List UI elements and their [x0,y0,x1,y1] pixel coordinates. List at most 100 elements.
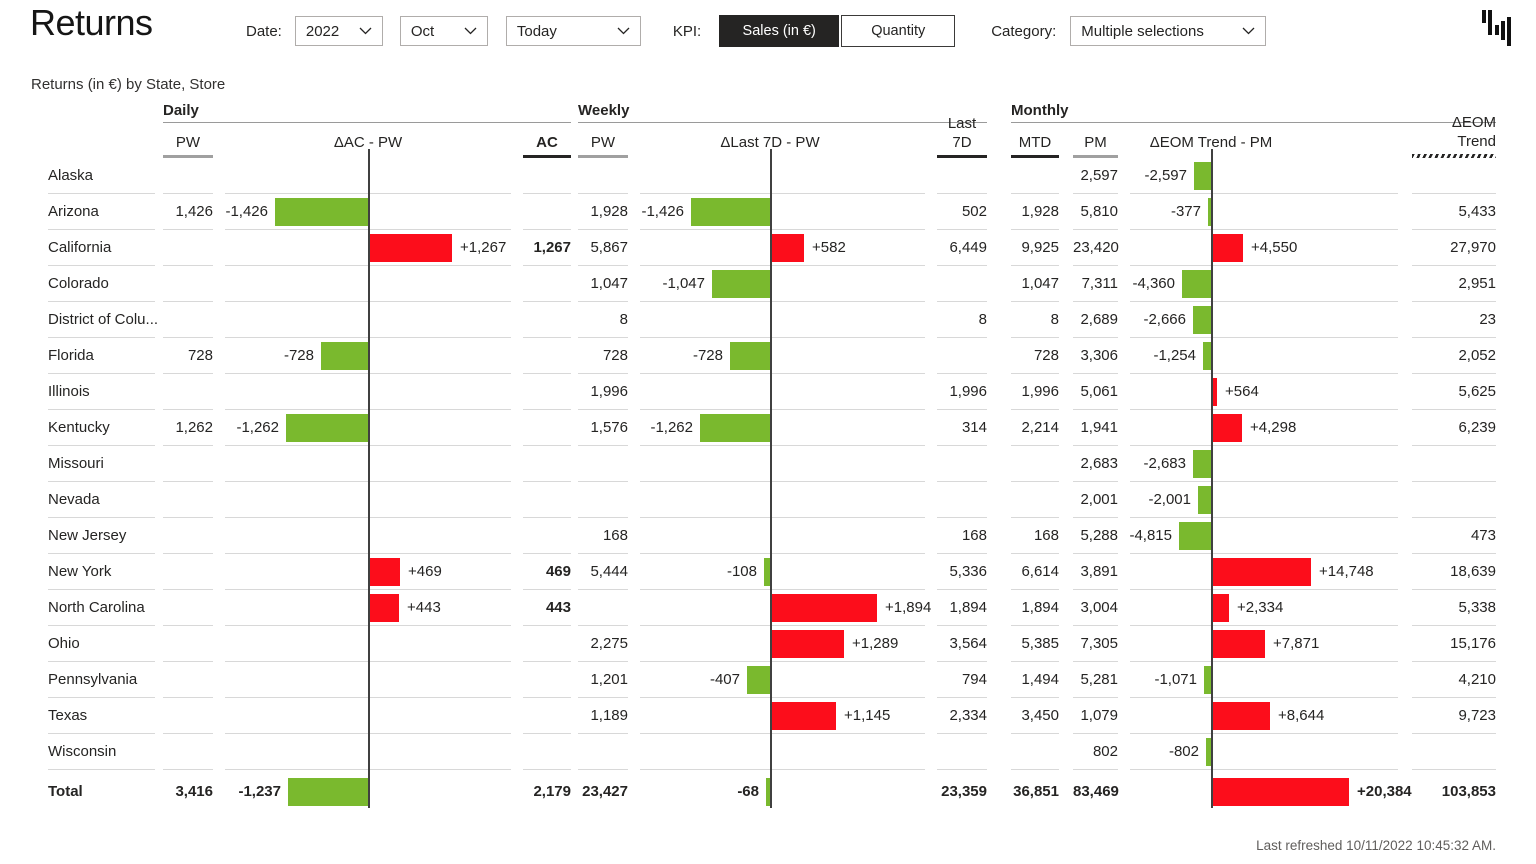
delta-bar[interactable] [275,198,368,226]
delta-chart-cell [640,481,925,518]
value-cell: 9,925 [1011,230,1059,266]
delta-chart-cell: -2,001 [1130,481,1398,518]
year-dropdown[interactable]: 2022 [294,16,383,46]
kpi-quantity-button[interactable]: Quantity [841,15,956,47]
baseline-axis [368,337,370,374]
value-cell: 15,176 [1412,626,1496,662]
value-cell: 6,449 [937,230,987,266]
value-cell: 18,639 [1412,554,1496,590]
delta-value-label: +4,550 [1251,239,1298,256]
delta-chart-cell: -377 [1130,193,1398,230]
value-cell: 5,625 [1412,374,1496,410]
delta-bar[interactable] [370,558,400,586]
delta-bar[interactable] [1198,486,1211,514]
delta-bar[interactable] [1204,666,1211,694]
value-cell: 794 [937,662,987,698]
delta-bar[interactable] [772,594,877,622]
delta-bar[interactable] [370,234,452,262]
column-header-weekly-pw: PW [578,133,628,158]
delta-chart-cell [225,625,511,662]
delta-bar[interactable] [1206,738,1211,766]
delta-bar[interactable] [1213,702,1270,730]
baseline-axis [770,589,772,626]
table-row: Colorado 1,047 -1,047 1,047 7,311 -4,360 2,951 [48,265,1536,302]
delta-value-label: +1,145 [844,707,891,724]
delta-chart-cell [225,481,511,518]
delta-bar[interactable] [764,558,770,586]
baseline-axis [1211,373,1213,410]
baseline-axis [368,589,370,626]
value-cell: 3,450 [1011,698,1059,734]
row-label: California [48,230,155,266]
delta-bar[interactable] [321,342,368,370]
delta-bar[interactable] [747,666,770,694]
delta-bar[interactable] [700,414,770,442]
baseline-axis [770,553,772,590]
delta-bar[interactable] [1213,378,1217,406]
table-body: Alaska 2,597 -2,597 Arizona 1,426 -1,426 1,928… [48,157,1536,814]
delta-bar[interactable] [370,594,399,622]
baseline-axis [770,373,772,410]
value-cell: 1,928 [578,194,628,230]
delta-bar[interactable] [1193,306,1211,334]
delta-bar[interactable] [691,198,770,226]
delta-value-label: -1,237 [238,783,281,800]
value-cell [937,734,987,770]
chevron-down-icon [1242,27,1255,35]
delta-bar[interactable] [1213,234,1243,262]
delta-bar[interactable] [1182,270,1211,298]
delta-bar[interactable] [766,778,770,806]
delta-bar[interactable] [1213,414,1242,442]
delta-bar[interactable] [1203,342,1211,370]
kpi-sales-button[interactable]: Sales (in €) [719,15,840,47]
delta-bar[interactable] [772,234,804,262]
delta-chart-cell: -1,071 [1130,661,1398,698]
table-row: Florida 728 -728 728 -728 728 3,306 -1,254 2,052 [48,337,1536,374]
baseline-axis [368,553,370,590]
period-dropdown[interactable]: Today [505,16,641,46]
delta-bar[interactable] [1213,778,1349,806]
delta-bar[interactable] [286,414,368,442]
delta-chart-cell: +1,145 [640,697,925,734]
value-cell: 5,385 [1011,626,1059,662]
value-cell [937,266,987,302]
value-cell: 1,941 [1073,410,1118,446]
delta-chart-cell: -1,426 [640,193,925,230]
year-dropdown-value: 2022 [305,22,340,40]
value-cell [1011,158,1059,194]
delta-bar[interactable] [712,270,770,298]
group-header-monthly: Monthly [1011,102,1496,123]
chevron-down-icon [464,27,477,35]
delta-value-label: -1,254 [1153,347,1196,364]
delta-bar[interactable] [772,630,844,658]
delta-bar[interactable] [772,702,836,730]
delta-bar[interactable] [1193,450,1211,478]
delta-bar[interactable] [1213,594,1229,622]
delta-chart-cell: -1,426 [225,193,511,230]
delta-bar[interactable] [1194,162,1211,190]
value-cell: 1,576 [578,410,628,446]
value-cell [523,698,571,734]
category-dropdown[interactable]: Multiple selections [1070,16,1267,46]
delta-chart-cell: -728 [225,337,511,374]
delta-bar[interactable] [730,342,770,370]
delta-value-label: +4,298 [1250,419,1297,436]
delta-bar[interactable] [1213,558,1311,586]
baseline-axis [770,517,772,554]
delta-bar[interactable] [288,778,368,806]
row-label: New Jersey [48,518,155,554]
month-dropdown[interactable]: Oct [399,16,488,46]
baseline-axis [770,265,772,302]
delta-chart-cell [640,445,925,482]
delta-bar[interactable] [1179,522,1211,550]
value-cell [523,338,571,374]
baseline-axis [1211,445,1213,482]
row-label: Illinois [48,374,155,410]
delta-value-label: -407 [709,671,740,688]
baseline-axis [770,661,772,698]
delta-bar[interactable] [1213,630,1265,658]
chart-title: Returns (in €) by State, Store [31,76,226,93]
delta-chart-cell [225,517,511,554]
delta-chart-cell: +1,289 [640,625,925,662]
delta-bar[interactable] [1208,198,1211,226]
